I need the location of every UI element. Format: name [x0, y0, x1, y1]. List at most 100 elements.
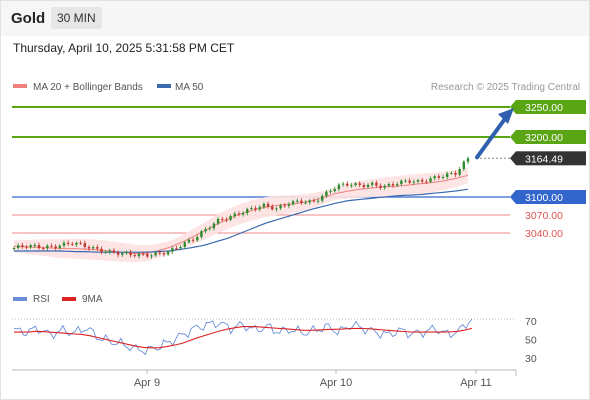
candle-body	[58, 245, 62, 248]
rsi-legend-swatch	[13, 297, 27, 301]
rsi-ma-legend-label: 9MA	[82, 294, 103, 305]
level-box-pointer-1	[510, 130, 516, 144]
candle-body	[383, 185, 386, 188]
datetime-label: Thursday, April 10, 2025 5:31:58 PM CET	[13, 41, 235, 55]
candle-body	[316, 200, 320, 202]
timeframe-selector[interactable]: 30 MIN	[51, 7, 102, 29]
candle-body	[150, 255, 153, 257]
candle-body	[112, 250, 116, 253]
candle-body	[216, 218, 220, 224]
candle-body	[37, 245, 41, 249]
candle-body	[208, 228, 211, 230]
level-label-5: 3040.00	[525, 228, 563, 240]
candle-body	[108, 250, 111, 252]
candle-body	[171, 248, 174, 252]
rsi-panel: 70 50 30	[12, 316, 537, 365]
bollinger-band-area	[14, 167, 468, 263]
level-box-pointer-2	[510, 151, 516, 166]
level-box-2	[516, 151, 586, 166]
candle-body	[187, 239, 191, 243]
level-label-2: 3164.49	[525, 153, 563, 165]
candle-body	[12, 248, 16, 249]
candle-body	[229, 216, 232, 220]
candle-body	[100, 248, 103, 253]
level-labels: 3250.00 3200.00 3164.49 3100.00 3070.00 3040.…	[510, 100, 586, 240]
candle-body	[308, 200, 311, 203]
level-lines	[12, 106, 510, 234]
candle-body	[304, 202, 307, 204]
candle-body	[441, 177, 445, 179]
rsi-tick-2: 30	[525, 353, 537, 365]
candle-body	[454, 172, 457, 175]
candle-body	[429, 178, 432, 182]
level-box-1	[516, 130, 586, 144]
candle-body	[300, 200, 303, 203]
candle-body	[191, 239, 195, 241]
candle-body	[46, 245, 49, 249]
ma20-legend-swatch	[13, 84, 27, 88]
candle-body	[158, 252, 161, 254]
bollinger-band	[14, 167, 468, 263]
candle-body	[466, 158, 470, 162]
candle-body	[416, 179, 420, 182]
candle-body	[400, 180, 403, 185]
candle-body	[254, 208, 257, 210]
candle-body	[366, 184, 370, 188]
candle-body	[237, 213, 241, 215]
rsi-tick-0: 70	[525, 316, 537, 328]
candle-body	[75, 242, 78, 245]
candle-body	[358, 183, 361, 186]
level-label-4: 3070.00	[525, 210, 563, 222]
x-tick-label-1: Apr 10	[320, 377, 352, 389]
candle-body	[291, 201, 295, 205]
candle-body	[350, 185, 353, 187]
x-axis: Apr 9 Apr 10 Apr 11	[134, 370, 492, 389]
candle-body	[196, 236, 199, 241]
candle-body	[91, 247, 95, 249]
candle-body	[387, 183, 391, 186]
level-label-3: 3100.00	[525, 192, 563, 204]
x-tick-label-0: Apr 9	[134, 377, 160, 389]
candle-body	[312, 200, 316, 202]
level-box-pointer-3	[510, 190, 516, 204]
ma50-legend-label: MA 50	[175, 82, 204, 93]
candle-body	[341, 183, 345, 185]
candle-body	[246, 208, 249, 214]
candle-body	[337, 184, 341, 190]
candle-body	[71, 243, 74, 245]
candle-body	[391, 183, 395, 186]
candle-body	[279, 205, 282, 209]
candle-body	[141, 253, 145, 255]
candle-body	[221, 218, 224, 220]
forecast-arrow-head	[498, 108, 514, 124]
candle-body	[425, 181, 428, 183]
candle-body	[271, 206, 274, 210]
candle-body	[445, 173, 449, 178]
candle-body	[333, 189, 336, 192]
level-label-1: 3200.00	[525, 132, 563, 144]
candle-body	[204, 229, 207, 232]
candle-body	[258, 207, 261, 210]
candle-body	[121, 253, 124, 255]
candles	[12, 156, 470, 259]
candle-body	[354, 183, 357, 186]
ma20-line	[13, 174, 469, 254]
candle-body	[296, 200, 299, 202]
candle-body	[96, 247, 99, 249]
candle-body	[87, 246, 91, 249]
candle-body	[233, 213, 236, 217]
candle-body	[329, 191, 332, 193]
candle-body	[54, 246, 57, 248]
candle-body	[458, 169, 461, 175]
candle-body	[241, 213, 245, 215]
candle-body	[362, 185, 366, 188]
candle-body	[116, 252, 120, 255]
candle-body	[66, 242, 70, 244]
candle-body	[166, 251, 170, 255]
candle-body	[16, 245, 20, 248]
candle-body	[250, 208, 253, 210]
candle-body	[325, 191, 328, 196]
candle-body	[129, 252, 132, 256]
rsi-line	[13, 318, 473, 356]
moving-averages	[13, 174, 469, 254]
